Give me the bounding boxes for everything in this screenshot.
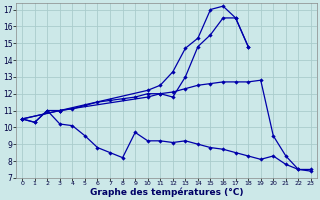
X-axis label: Graphe des températures (°C): Graphe des températures (°C)	[90, 188, 243, 197]
